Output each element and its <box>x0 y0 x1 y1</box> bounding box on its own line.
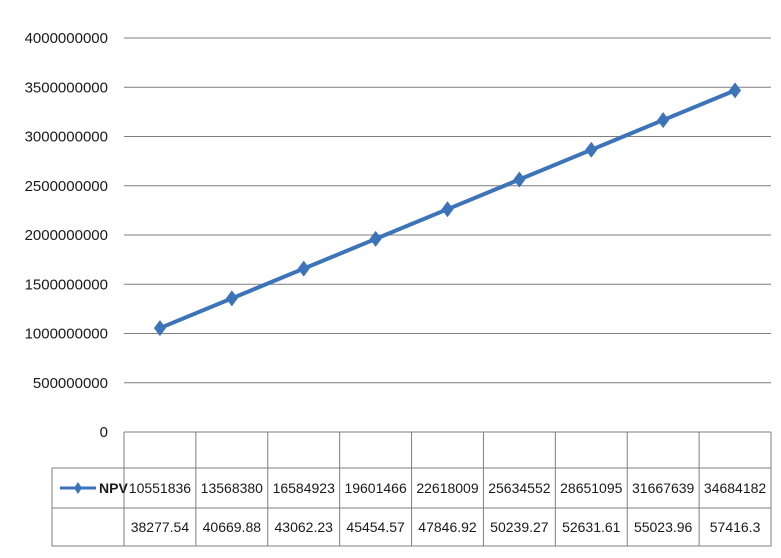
y-tick-label: 2500000000 <box>25 178 108 195</box>
table-cell-npv: 13568380 <box>201 480 264 496</box>
table-cell-row2: 57416.3 <box>710 519 761 535</box>
y-tick-label: 1000000000 <box>25 326 108 343</box>
table-cell-row2: 52631.61 <box>562 519 621 535</box>
y-tick-label: 0 <box>100 424 108 441</box>
data-point-npv <box>225 290 238 307</box>
y-tick-label: 1500000000 <box>25 276 108 293</box>
data-point-npv <box>441 201 454 218</box>
table-cell-npv: 19601466 <box>344 480 407 496</box>
y-tick-label: 2000000000 <box>25 227 108 244</box>
gridlines <box>124 37 771 433</box>
table-cell-npv: 16584923 <box>273 480 336 496</box>
data-table: NPV 10551836 13568380 16584923 19601466 22618… <box>51 432 772 547</box>
table-cell-row2: 47846.92 <box>418 519 477 535</box>
data-point-npv <box>657 112 670 129</box>
table-cell-npv: 31667639 <box>632 480 695 496</box>
table-cell-npv: 25634552 <box>488 480 551 496</box>
table-cell-row2: 50239.27 <box>490 519 549 535</box>
data-point-npv <box>585 141 598 158</box>
y-tick-label: 3000000000 <box>25 129 108 146</box>
y-axis-ticks: 4000000000 3500000000 3000000000 2500000000… <box>25 30 108 441</box>
data-point-npv <box>369 230 382 247</box>
data-point-npv <box>729 82 742 99</box>
table-cell-row2: 43062.23 <box>275 519 334 535</box>
table-cell-npv: 22618009 <box>416 480 479 496</box>
table-cell-npv: 28651095 <box>560 480 623 496</box>
table-cell-npv: 10551836 <box>129 480 192 496</box>
y-tick-label: 3500000000 <box>25 79 108 96</box>
table-cell-row2: 45454.57 <box>346 519 405 535</box>
data-point-npv <box>297 260 310 277</box>
y-tick-label: 500000000 <box>33 375 108 392</box>
legend-label-npv: NPV <box>99 480 128 496</box>
data-point-npv <box>513 171 526 188</box>
table-cell-row2: 38277.54 <box>131 519 190 535</box>
table-cell-npv: 34684182 <box>704 480 767 496</box>
table-cell-row2: 40669.88 <box>203 519 262 535</box>
legend-marker <box>74 482 82 494</box>
series-npv <box>153 82 742 337</box>
y-tick-label: 4000000000 <box>25 30 108 47</box>
data-point-npv <box>153 320 166 337</box>
table-cell-row2: 55023.96 <box>634 519 693 535</box>
